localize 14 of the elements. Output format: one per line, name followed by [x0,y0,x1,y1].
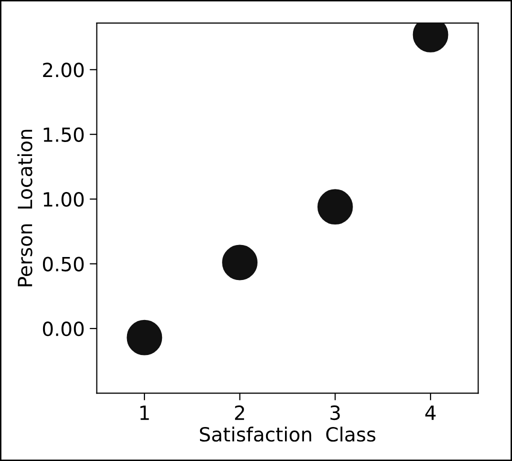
y-axis-title: Person Location [17,130,32,286]
x-tick-label: 3 [330,405,340,420]
y-tick-label: 0.50 [42,256,84,272]
y-tick-label: 0.00 [42,321,84,336]
y-tick-label: 1.00 [44,192,84,207]
y-tick-label: 2.00 [43,62,84,78]
x-tick-label: 2 [235,405,244,420]
point [222,244,258,280]
point [126,320,162,356]
x-tick-label: 4 [425,406,436,420]
point [317,189,353,225]
y-tick-label: 1.50 [44,127,84,142]
x-tick-label: 1 [140,406,149,420]
x-axis-title: Satisfaction Class [200,426,376,442]
